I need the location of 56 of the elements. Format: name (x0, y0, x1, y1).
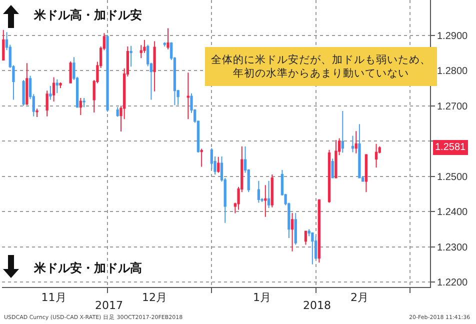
y-tick-label: 1.2500 (437, 172, 468, 183)
text: 1.2581 (435, 142, 466, 153)
annotation: 全体的に米ドル安だが、加ドルも弱いため、年初の水準からあまり動いていない (211, 53, 431, 80)
candlestick (334, 139, 338, 179)
candlestick (82, 98, 86, 108)
candlestick (267, 180, 270, 209)
candlestick (264, 184, 267, 218)
y-tick-label: 1.2300 (437, 242, 468, 254)
candlestick (22, 80, 25, 106)
candlestick (217, 156, 220, 174)
candlestick (49, 86, 52, 100)
candlestick (163, 42, 166, 48)
candlestick (36, 108, 38, 118)
candlestick (257, 180, 260, 204)
candlestick (56, 78, 58, 94)
candlestick (26, 62, 28, 106)
candlestick (364, 154, 368, 193)
candlestick (354, 130, 358, 154)
annotation: 米ドル高・加ドル安 (33, 8, 142, 22)
candlestick (294, 212, 297, 246)
candlestick (2, 29, 5, 60)
x-tick-label: 2月 (350, 291, 368, 304)
candlestick (59, 82, 62, 89)
candlestick (116, 106, 119, 118)
candlestick (331, 158, 334, 179)
candlestick (166, 28, 170, 50)
candlestick (318, 198, 320, 264)
y-tick-label: 1.2200 (437, 278, 468, 289)
candlestick (46, 90, 48, 117)
candlestick (79, 98, 82, 116)
text: 2017 (95, 299, 123, 312)
annotation: 米ドル安・加ドル高 (33, 261, 142, 275)
y-tick-label: 1.2700 (437, 101, 468, 112)
candlestick (341, 110, 344, 154)
candlestick (153, 40, 156, 92)
y-tick-label: 1.2400 (437, 207, 468, 218)
candlestick (358, 124, 361, 179)
candlestick (328, 149, 331, 204)
candlestick (186, 72, 190, 120)
candlestick (374, 143, 378, 168)
candlestick (69, 60, 72, 84)
y-tick-label: 1.2900 (437, 30, 468, 42)
x-tick-label: 12月 (142, 291, 168, 304)
candlestick (52, 76, 56, 102)
candlestick (351, 135, 354, 153)
candlestick (270, 174, 274, 208)
candlestick (130, 45, 132, 68)
text: 2018 (303, 299, 331, 312)
candlestick (311, 232, 314, 265)
candlestick (200, 148, 203, 168)
x-tick-label: 1月 (253, 291, 272, 304)
x-tick-label: 11月 (41, 291, 66, 304)
y-tick-label: 1.2800 (437, 66, 468, 78)
candlestick (106, 34, 109, 112)
candlestick (304, 230, 308, 246)
candlestick (290, 212, 294, 252)
